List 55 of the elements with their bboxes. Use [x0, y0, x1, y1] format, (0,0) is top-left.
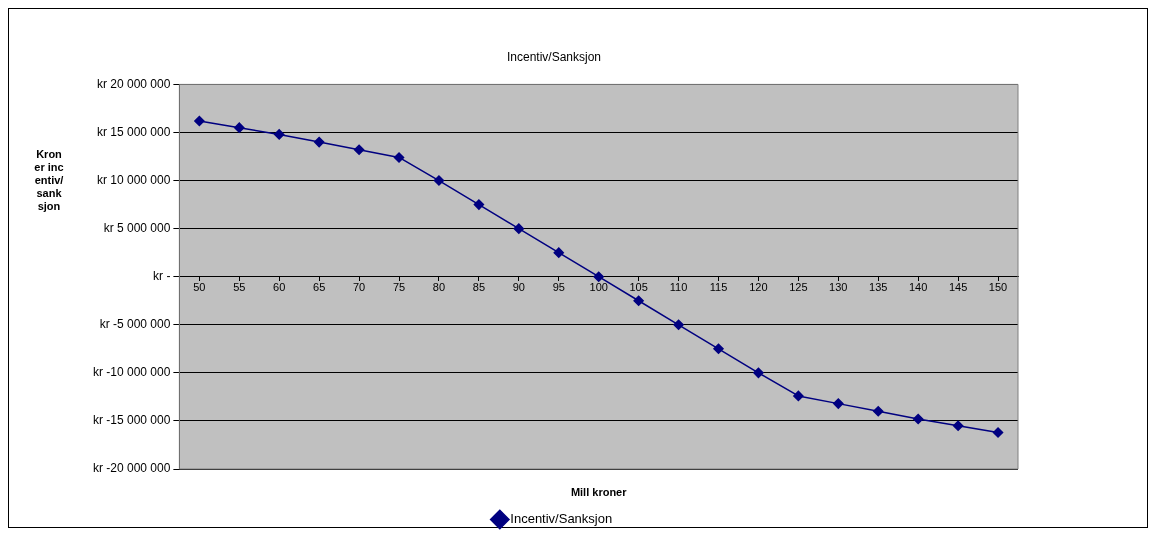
- point: [473, 199, 485, 210]
- point: [433, 175, 445, 186]
- x-axis-title: Mill kroner: [570, 486, 628, 499]
- x-tick-label: 95: [552, 281, 565, 294]
- x-tick-label: 130: [829, 281, 848, 294]
- point: [992, 427, 1004, 438]
- point: [833, 398, 844, 409]
- y-tick-label: kr -10 000 000: [92, 365, 171, 380]
- point: [513, 223, 525, 234]
- point: [793, 390, 804, 402]
- point: [353, 144, 365, 156]
- point: [313, 136, 325, 148]
- x-tick-label: 115: [709, 281, 728, 294]
- x-tick-label: 135: [869, 281, 888, 294]
- y-tick-label: kr -15 000 000: [92, 413, 171, 428]
- x-tick-label: 85: [472, 281, 486, 294]
- legend-label: Incentiv/Sanksjon: [510, 511, 613, 527]
- x-tick-label: 50: [193, 281, 206, 294]
- point: [194, 115, 205, 127]
- x-tick-label: 65: [313, 281, 326, 294]
- y-tick-label: kr 20 000 000: [96, 76, 171, 91]
- y-tick-label: kr -: [153, 269, 171, 284]
- x-tick-label: 105: [629, 281, 648, 294]
- point: [673, 319, 684, 331]
- point: [912, 413, 924, 425]
- y-tick-label: kr 15 000 000: [96, 124, 171, 139]
- x-tick-label: 125: [789, 281, 808, 294]
- x-tick-label: 145: [948, 281, 968, 294]
- point: [872, 406, 884, 417]
- point: [393, 152, 405, 163]
- chart-title: Incentiv/Sanksjon: [506, 49, 602, 64]
- y-tick-label: kr -5 000 000: [99, 317, 171, 332]
- point: [633, 295, 644, 306]
- point: [553, 247, 565, 258]
- point: [713, 343, 724, 355]
- x-tick-label: 60: [273, 281, 286, 294]
- point: [234, 122, 245, 133]
- x-tick-label: 80: [432, 281, 446, 294]
- x-tick-label: 140: [908, 281, 928, 294]
- point: [593, 271, 604, 282]
- y-axis-title: Kroner incentiv/sanksjon: [34, 148, 64, 213]
- x-tick-label: 70: [352, 281, 366, 294]
- x-tick-label: 90: [512, 281, 525, 294]
- point: [952, 420, 964, 431]
- x-tick-label: 75: [392, 281, 406, 294]
- x-tick-label: 110: [669, 281, 688, 294]
- y-tick-label: kr 10 000 000: [96, 172, 171, 187]
- point: [753, 367, 764, 379]
- point: [273, 129, 285, 140]
- x-tick-label: 55: [233, 281, 246, 294]
- x-tick-label: 100: [589, 281, 608, 294]
- x-tick-label: 150: [988, 281, 1008, 294]
- x-tick-label: 120: [749, 281, 768, 294]
- y-tick-label: kr 5 000 000: [103, 220, 171, 235]
- y-tick-label: kr -20 000 000: [92, 461, 171, 476]
